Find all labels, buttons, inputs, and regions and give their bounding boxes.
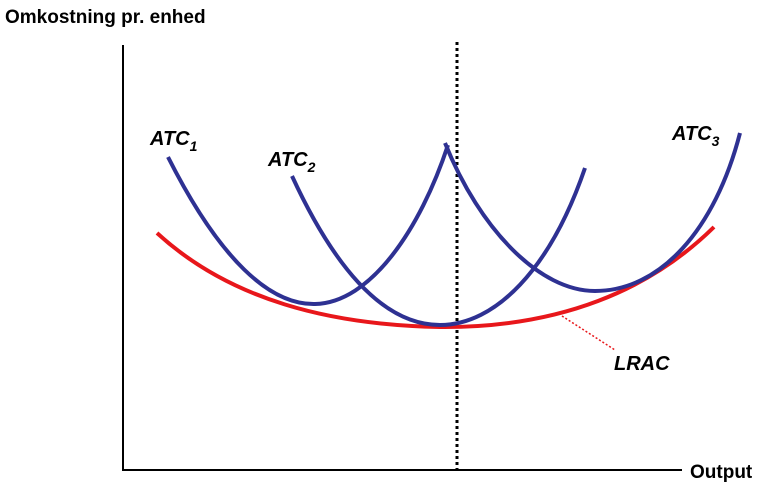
lrac-label: LRAC — [614, 353, 670, 375]
lrac-leader — [561, 315, 616, 351]
atc2-curve — [290, 167, 587, 328]
label-subscript: 3 — [712, 133, 720, 149]
atc3-curve — [443, 132, 742, 294]
label-text: ATC — [149, 128, 190, 150]
atc2-label: ATC2 — [267, 149, 316, 175]
label-subscript: 1 — [190, 138, 198, 154]
atc1-label: ATC1 — [149, 128, 198, 154]
y-axis-label: Omkostning pr. enhed — [5, 7, 206, 28]
x-axis-label: Output — [690, 462, 753, 483]
lrac-curve — [155, 225, 716, 330]
label-text: ATC — [671, 123, 712, 145]
label-subscript: 2 — [307, 159, 316, 175]
atc3-label: ATC3 — [671, 123, 720, 149]
atc1-curve — [166, 144, 450, 307]
label-text: ATC — [267, 149, 308, 171]
